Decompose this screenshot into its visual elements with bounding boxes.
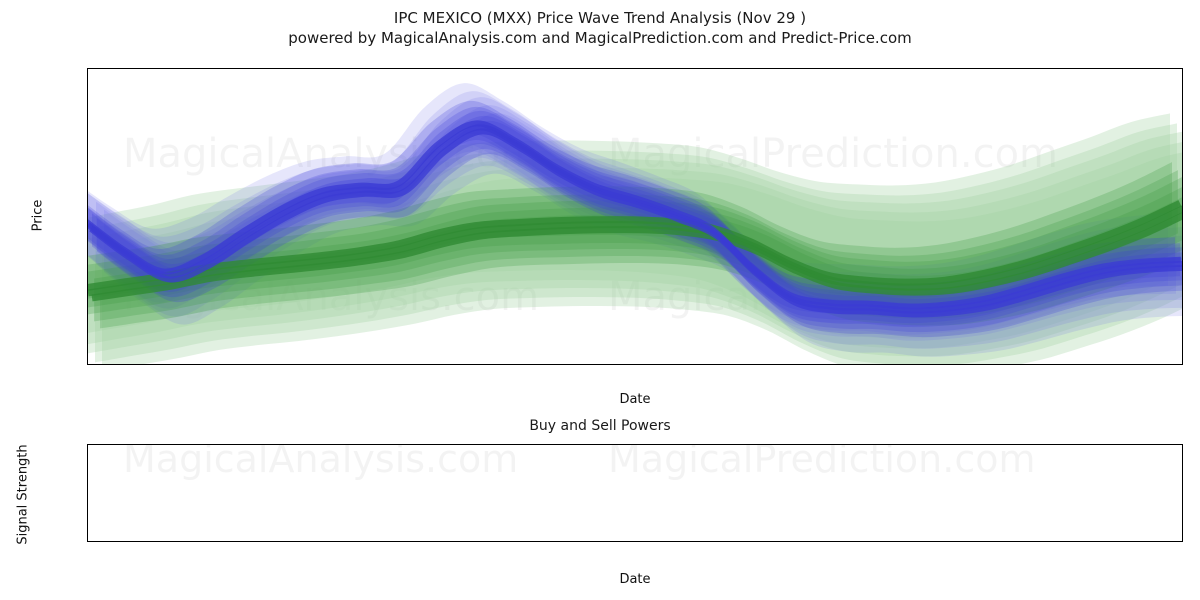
power-y-axis-title: Signal Strength [15,444,31,545]
blue-outer-band-4 [104,113,1182,357]
power-chart-plot-area: MagicalAnalysis.com MagicalPrediction.co… [87,444,1183,542]
price-chart-plot-area: MagicalAnalysis.com MagicalPrediction.co… [87,68,1183,365]
blue-outer-band-1 [88,91,1176,335]
green-center-line-0 [88,200,1182,291]
price-y-axis-title: Price [30,199,46,232]
blue-inner-band-4 [97,120,1182,338]
chart-subtitle: powered by MagicalAnalysis.com and Magic… [288,29,912,47]
blue-center-line-2 [89,128,1182,318]
watermark-power-left: MagicalAnalysis.com [123,445,518,481]
blue-inner-band-0 [88,100,1175,318]
price-x-axis-title: Date [619,392,651,407]
chart-title: IPC MEXICO (MXX) Price Wave Trend Analys… [393,9,807,27]
price-wave-bands [88,83,1182,364]
green-center-line-1 [88,205,1182,297]
green-outer-band-2 [88,131,1182,357]
power-chart-title: Buy and Sell Powers [529,418,671,434]
green-inner-band-1 [88,170,1178,308]
watermark-power-right: MagicalPrediction.com [608,445,1036,481]
page-title: IPC MEXICO (MXX) Price Wave Trend Analys… [0,8,1200,48]
power-x-axis-title: Date [619,572,651,587]
green-center-line-2 [91,212,1182,302]
